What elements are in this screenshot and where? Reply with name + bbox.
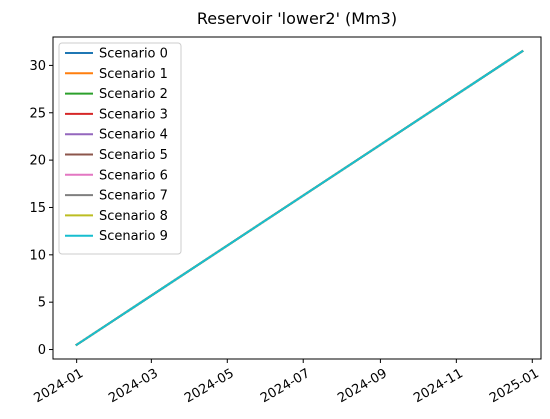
legend-label: Scenario 6 xyxy=(99,168,168,183)
x-tick-label: 2024-09 xyxy=(335,366,390,406)
x-tick-label: 2024-01 xyxy=(32,366,87,406)
legend-label: Scenario 4 xyxy=(99,128,168,143)
y-tick-label: 20 xyxy=(29,154,46,169)
y-tick-label: 10 xyxy=(29,248,46,263)
y-tick-label: 15 xyxy=(29,201,46,216)
legend-box xyxy=(58,42,182,255)
legend: Scenario 0 Scenario 1 Scenario 2 Scenario 3… xyxy=(58,42,182,255)
x-tick-label: 2024-11 xyxy=(411,366,466,406)
legend-label: Scenario 0 xyxy=(99,47,168,62)
x-tick-label: 2024-03 xyxy=(106,366,161,406)
y-tick-label: 0 xyxy=(38,343,46,358)
plot-area xyxy=(75,49,524,347)
x-axis: 2024-01 2024-03 2024-05 2024-07 2024-09 2024-… xyxy=(32,359,542,406)
legend-label: Scenario 3 xyxy=(99,107,168,122)
legend-label: Scenario 5 xyxy=(99,148,168,163)
series-line-scenario-9 xyxy=(75,49,524,347)
legend-label: Scenario 2 xyxy=(99,87,168,102)
axes-frame xyxy=(52,36,542,360)
y-tick-label: 5 xyxy=(38,296,46,311)
x-tick-label: 2025-01 xyxy=(487,366,542,406)
legend-label: Scenario 1 xyxy=(99,67,168,82)
legend-label: Scenario 9 xyxy=(99,229,168,244)
chart-title: Reservoir 'lower2' (Mm3) xyxy=(197,9,397,28)
y-tick-label: 25 xyxy=(29,106,46,121)
legend-label: Scenario 8 xyxy=(99,209,168,224)
y-tick-label: 30 xyxy=(29,59,46,74)
x-tick-label: 2024-07 xyxy=(258,366,313,406)
legend-label: Scenario 7 xyxy=(99,189,168,204)
x-tick-label: 2024-05 xyxy=(182,366,237,406)
y-axis: 0 5 10 15 20 25 30 xyxy=(29,59,53,358)
